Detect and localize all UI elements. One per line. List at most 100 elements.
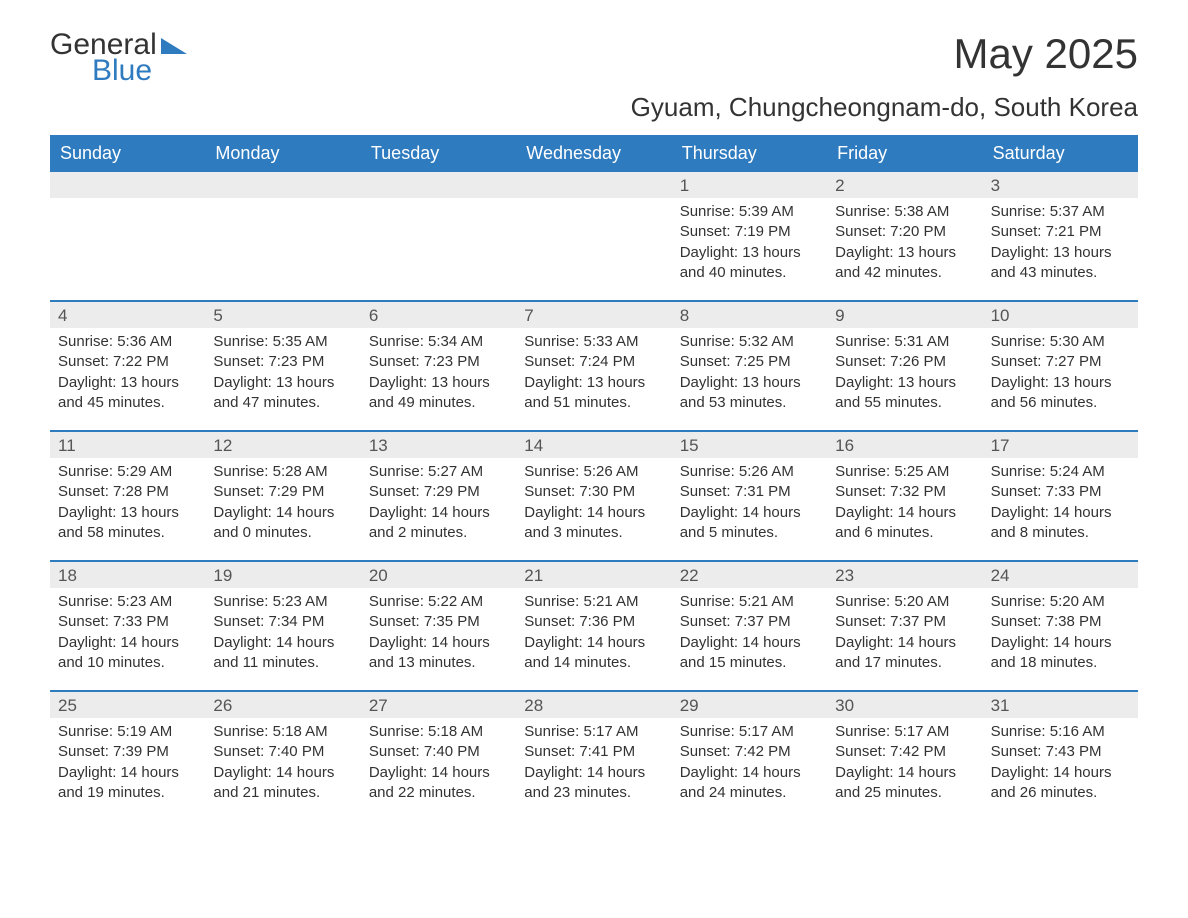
day-body: Sunrise: 5:33 AMSunset: 7:24 PMDaylight:…	[516, 328, 671, 421]
daylight-text: Daylight: 14 hours and 14 minutes.	[524, 633, 663, 674]
sunset-text: Sunset: 7:28 PM	[58, 482, 197, 502]
day-cell: 29Sunrise: 5:17 AMSunset: 7:42 PMDayligh…	[672, 692, 827, 820]
sunset-text: Sunset: 7:21 PM	[991, 222, 1130, 242]
sunset-text: Sunset: 7:23 PM	[213, 352, 352, 372]
day-cell: 12Sunrise: 5:28 AMSunset: 7:29 PMDayligh…	[205, 432, 360, 560]
sunset-text: Sunset: 7:25 PM	[680, 352, 819, 372]
daylight-text: Daylight: 14 hours and 22 minutes.	[369, 763, 508, 804]
day-body: Sunrise: 5:38 AMSunset: 7:20 PMDaylight:…	[827, 198, 982, 291]
day-cell: 6Sunrise: 5:34 AMSunset: 7:23 PMDaylight…	[361, 302, 516, 430]
sunrise-text: Sunrise: 5:30 AM	[991, 332, 1130, 352]
day-body: Sunrise: 5:22 AMSunset: 7:35 PMDaylight:…	[361, 588, 516, 681]
daylight-text: Daylight: 13 hours and 42 minutes.	[835, 243, 974, 284]
sunrise-text: Sunrise: 5:17 AM	[524, 722, 663, 742]
daylight-text: Daylight: 13 hours and 56 minutes.	[991, 373, 1130, 414]
day-number: 6	[361, 302, 516, 328]
day-number: 28	[516, 692, 671, 718]
sunset-text: Sunset: 7:24 PM	[524, 352, 663, 372]
day-cell: 22Sunrise: 5:21 AMSunset: 7:37 PMDayligh…	[672, 562, 827, 690]
day-cell: 25Sunrise: 5:19 AMSunset: 7:39 PMDayligh…	[50, 692, 205, 820]
day-cell	[50, 172, 205, 300]
daylight-text: Daylight: 14 hours and 26 minutes.	[991, 763, 1130, 804]
day-body: Sunrise: 5:18 AMSunset: 7:40 PMDaylight:…	[205, 718, 360, 811]
daylight-text: Daylight: 13 hours and 45 minutes.	[58, 373, 197, 414]
day-body: Sunrise: 5:29 AMSunset: 7:28 PMDaylight:…	[50, 458, 205, 551]
day-header-row: Sunday Monday Tuesday Wednesday Thursday…	[50, 135, 1138, 172]
day-body: Sunrise: 5:20 AMSunset: 7:37 PMDaylight:…	[827, 588, 982, 681]
daylight-text: Daylight: 13 hours and 43 minutes.	[991, 243, 1130, 284]
day-number: 4	[50, 302, 205, 328]
day-cell: 23Sunrise: 5:20 AMSunset: 7:37 PMDayligh…	[827, 562, 982, 690]
sunrise-text: Sunrise: 5:23 AM	[213, 592, 352, 612]
sunset-text: Sunset: 7:43 PM	[991, 742, 1130, 762]
day-cell: 7Sunrise: 5:33 AMSunset: 7:24 PMDaylight…	[516, 302, 671, 430]
day-cell: 21Sunrise: 5:21 AMSunset: 7:36 PMDayligh…	[516, 562, 671, 690]
sunset-text: Sunset: 7:29 PM	[213, 482, 352, 502]
sunset-text: Sunset: 7:29 PM	[369, 482, 508, 502]
sunrise-text: Sunrise: 5:24 AM	[991, 462, 1130, 482]
dayhead-tue: Tuesday	[361, 135, 516, 172]
day-number: 17	[983, 432, 1138, 458]
sunrise-text: Sunrise: 5:18 AM	[213, 722, 352, 742]
sunrise-text: Sunrise: 5:31 AM	[835, 332, 974, 352]
day-number: 18	[50, 562, 205, 588]
sunrise-text: Sunrise: 5:29 AM	[58, 462, 197, 482]
sunrise-text: Sunrise: 5:26 AM	[680, 462, 819, 482]
sunset-text: Sunset: 7:37 PM	[680, 612, 819, 632]
day-cell: 28 Sunrise: 5:17 AMSunset: 7:41 PMDayligh…	[516, 692, 671, 820]
sunrise-text: Sunrise: 5:17 AM	[835, 722, 974, 742]
sunrise-text: Sunrise: 5:36 AM	[58, 332, 197, 352]
day-number: 30	[827, 692, 982, 718]
sunset-text: Sunset: 7:22 PM	[58, 352, 197, 372]
sunset-text: Sunset: 7:34 PM	[213, 612, 352, 632]
day-body: Sunrise: 5:32 AMSunset: 7:25 PMDaylight:…	[672, 328, 827, 421]
day-body: Sunrise: 5:17 AMSunset: 7:42 PMDaylight:…	[672, 718, 827, 811]
day-number	[516, 172, 671, 198]
sunset-text: Sunset: 7:33 PM	[991, 482, 1130, 502]
sunset-text: Sunset: 7:41 PM	[524, 742, 663, 762]
day-cell	[205, 172, 360, 300]
sunset-text: Sunset: 7:42 PM	[835, 742, 974, 762]
sunrise-text: Sunrise: 5:26 AM	[524, 462, 663, 482]
sunrise-text: Sunrise: 5:37 AM	[991, 202, 1130, 222]
daylight-text: Daylight: 14 hours and 6 minutes.	[835, 503, 974, 544]
sunrise-text: Sunrise: 5:27 AM	[369, 462, 508, 482]
week-row: 4Sunrise: 5:36 AMSunset: 7:22 PMDaylight…	[50, 300, 1138, 430]
sunset-text: Sunset: 7:37 PM	[835, 612, 974, 632]
sunrise-text: Sunrise: 5:18 AM	[369, 722, 508, 742]
day-number: 1	[672, 172, 827, 198]
day-body: Sunrise: 5:26 AMSunset: 7:31 PMDaylight:…	[672, 458, 827, 551]
day-body: Sunrise: 5:24 AMSunset: 7:33 PMDaylight:…	[983, 458, 1138, 551]
day-number	[205, 172, 360, 198]
daylight-text: Daylight: 14 hours and 10 minutes.	[58, 633, 197, 674]
calendar: Sunday Monday Tuesday Wednesday Thursday…	[50, 135, 1138, 820]
daylight-text: Daylight: 14 hours and 19 minutes.	[58, 763, 197, 804]
day-cell: 1Sunrise: 5:39 AMSunset: 7:19 PMDaylight…	[672, 172, 827, 300]
daylight-text: Daylight: 13 hours and 49 minutes.	[369, 373, 508, 414]
dayhead-fri: Friday	[827, 135, 982, 172]
day-number: 15	[672, 432, 827, 458]
sunrise-text: Sunrise: 5:21 AM	[524, 592, 663, 612]
day-number: 13	[361, 432, 516, 458]
day-cell: 10Sunrise: 5:30 AMSunset: 7:27 PMDayligh…	[983, 302, 1138, 430]
sunset-text: Sunset: 7:32 PM	[835, 482, 974, 502]
daylight-text: Daylight: 13 hours and 51 minutes.	[524, 373, 663, 414]
sunrise-text: Sunrise: 5:25 AM	[835, 462, 974, 482]
daylight-text: Daylight: 14 hours and 23 minutes.	[524, 763, 663, 804]
daylight-text: Daylight: 13 hours and 40 minutes.	[680, 243, 819, 284]
day-number: 25	[50, 692, 205, 718]
day-number: 7	[516, 302, 671, 328]
sunset-text: Sunset: 7:40 PM	[213, 742, 352, 762]
day-number: 9	[827, 302, 982, 328]
dayhead-thu: Thursday	[672, 135, 827, 172]
day-cell: 31Sunrise: 5:16 AMSunset: 7:43 PMDayligh…	[983, 692, 1138, 820]
sunrise-text: Sunrise: 5:28 AM	[213, 462, 352, 482]
day-body: Sunrise: 5:26 AMSunset: 7:30 PMDaylight:…	[516, 458, 671, 551]
daylight-text: Daylight: 14 hours and 5 minutes.	[680, 503, 819, 544]
daylight-text: Daylight: 14 hours and 24 minutes.	[680, 763, 819, 804]
page-title: May 2025	[954, 30, 1138, 78]
day-body: Sunrise: 5:20 AMSunset: 7:38 PMDaylight:…	[983, 588, 1138, 681]
brand-name-2: Blue	[92, 56, 187, 86]
day-cell	[516, 172, 671, 300]
day-cell: 19Sunrise: 5:23 AMSunset: 7:34 PMDayligh…	[205, 562, 360, 690]
